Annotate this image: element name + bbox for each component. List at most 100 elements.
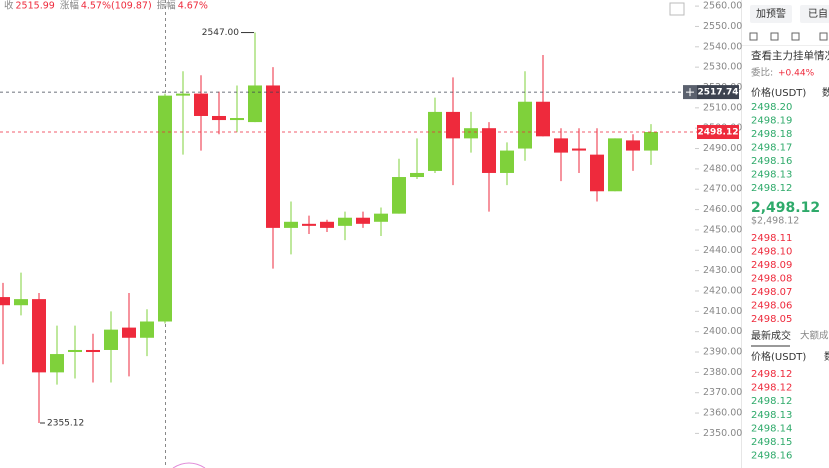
- bid-price: 2498.08: [751, 274, 792, 285]
- y-tick-label: 2450.00: [703, 224, 742, 235]
- candle-body: [266, 85, 280, 228]
- y-tick-label: 2420.00: [703, 285, 742, 296]
- stat-value: 4.67%: [178, 1, 208, 12]
- ratio-value: +0.44%: [778, 69, 815, 79]
- ask-price: 2498.19: [751, 116, 792, 127]
- candle-body: [158, 95, 172, 322]
- candle-body: [356, 217, 370, 224]
- y-tick-label: 2350.00: [703, 428, 742, 439]
- stat-value: 4.57%(109.87): [81, 1, 152, 12]
- ask-price: 2498.17: [751, 143, 792, 154]
- price-tag: [697, 85, 739, 100]
- candle-body: [554, 138, 568, 153]
- button-label[interactable]: 加预警: [756, 7, 786, 20]
- button[interactable]: [750, 5, 792, 23]
- ask-price: 2498.18: [751, 129, 792, 140]
- button-label[interactable]: 已自: [808, 7, 828, 20]
- trade-price: 2498.16: [751, 451, 792, 462]
- column-header: 数: [822, 86, 829, 99]
- ratio-label: 委比:: [751, 67, 773, 79]
- bid-price: 2498.05: [751, 314, 792, 325]
- y-tick-label: 2480.00: [703, 163, 742, 174]
- y-tick-label: 2370.00: [703, 387, 742, 398]
- y-tick-label: 2470.00: [703, 184, 742, 195]
- candle-body: [464, 128, 478, 139]
- candle-body: [590, 154, 604, 192]
- y-tick-label: 2540.00: [703, 41, 742, 52]
- candle-body: [248, 85, 262, 123]
- candle-body: [536, 101, 550, 137]
- candle-body: [338, 217, 352, 226]
- candle-body: [122, 327, 136, 338]
- candle-body: [14, 299, 28, 306]
- price-tag: [697, 125, 739, 140]
- y-tick-label: 2400.00: [703, 326, 742, 337]
- side-panel: [742, 0, 829, 468]
- expand-icon[interactable]: [669, 2, 685, 16]
- candle-body: [50, 354, 64, 373]
- y-tick-label: 2460.00: [703, 204, 742, 215]
- ask-price: 2498.13: [751, 170, 792, 181]
- ask-price: 2498.12: [751, 183, 792, 194]
- y-tick-label: 2530.00: [703, 62, 742, 73]
- candle-body: [446, 111, 460, 139]
- candle-body: [302, 223, 316, 226]
- candle-body: [374, 213, 388, 222]
- candle-body: [428, 111, 442, 171]
- button[interactable]: [800, 5, 829, 23]
- annotation: 2355.12: [47, 418, 84, 428]
- candle-body: [32, 299, 46, 373]
- trade-price: 2498.13: [751, 410, 792, 421]
- candle-body: [230, 118, 244, 121]
- candle-body: [212, 115, 226, 121]
- bid-price: 2498.10: [751, 247, 792, 258]
- y-tick-label: 2560.00: [703, 1, 742, 12]
- y-tick-label: 2440.00: [703, 245, 742, 256]
- candle-body: [608, 138, 622, 192]
- ask-price: 2498.16: [751, 156, 792, 167]
- y-tick-label: 2430.00: [703, 265, 742, 276]
- indicator-arc: [172, 462, 206, 468]
- price-tag-label: 2498.12: [698, 128, 739, 138]
- tab[interactable]: 最新成交: [751, 329, 791, 342]
- toolbar-icons[interactable]: [749, 32, 828, 41]
- y-tick-label: 2410.00: [703, 306, 742, 317]
- column-header: 价格(USDT): [751, 86, 806, 99]
- bid-price: 2498.07: [751, 287, 792, 298]
- stat-label: 收: [4, 0, 14, 12]
- candle-body: [86, 349, 100, 353]
- stat-value: 2515.99: [16, 1, 55, 12]
- tab[interactable]: 大额成: [800, 330, 829, 342]
- last-price: 2,498.12: [751, 200, 820, 216]
- candle-body: [518, 101, 532, 149]
- y-tick-label: 2510.00: [703, 102, 742, 113]
- candle-body: [284, 221, 298, 228]
- candle-body: [104, 329, 118, 350]
- y-tick-label: 2490.00: [703, 143, 742, 154]
- candle-body: [500, 150, 514, 173]
- column-header: 数: [824, 350, 829, 363]
- candle-body: [644, 132, 658, 151]
- trade-price: 2498.15: [751, 437, 792, 448]
- candle-body: [68, 349, 82, 353]
- y-tick-label: 2380.00: [703, 367, 742, 378]
- stat-label: 涨幅: [60, 0, 80, 12]
- bid-price: 2498.06: [751, 301, 792, 312]
- trade-price: 2498.12: [751, 383, 792, 394]
- trade-price: 2498.14: [751, 423, 792, 434]
- candle-body: [194, 93, 208, 116]
- candle-body: [482, 128, 496, 173]
- column-header: 价格(USDT): [751, 350, 806, 363]
- bid-price: 2498.11: [751, 233, 792, 244]
- bid-price: 2498.09: [751, 260, 792, 271]
- add-icon: [686, 88, 694, 97]
- link[interactable]: 查看主力挂单情况: [751, 49, 829, 62]
- y-tick-label: 2550.00: [703, 21, 742, 32]
- price-tag-label: 2517.74: [698, 88, 739, 98]
- stat-label: 振幅: [157, 0, 177, 12]
- candle-body: [0, 297, 10, 306]
- last-price-usd: $2,498.12: [751, 216, 799, 227]
- candle-body: [320, 221, 334, 228]
